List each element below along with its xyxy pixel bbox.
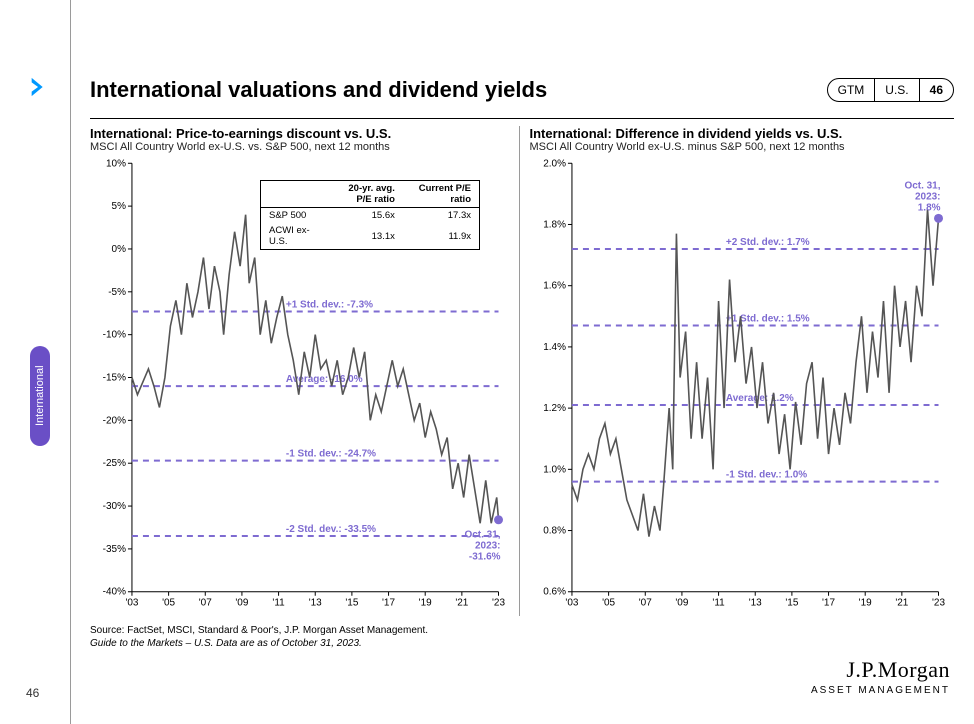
svg-text:-35%: -35%: [103, 544, 126, 555]
title-row: International valuations and dividend yi…: [90, 70, 954, 119]
source-block: Source: FactSet, MSCI, Standard & Poor's…: [90, 624, 428, 650]
page-root: International valuations and dividend yi…: [0, 0, 974, 724]
svg-text:5%: 5%: [112, 201, 127, 212]
svg-text:0.8%: 0.8%: [543, 526, 566, 537]
svg-text:-5%: -5%: [108, 287, 126, 298]
gtm-pill-a: GTM: [828, 79, 876, 101]
gtm-pill-b: U.S.: [875, 79, 919, 101]
next-arrow-button[interactable]: [28, 76, 50, 98]
svg-text:'19: '19: [419, 598, 432, 609]
svg-text:2023:: 2023:: [475, 541, 501, 552]
chart-left-col: International: Price-to-earnings discoun…: [90, 126, 520, 616]
svg-text:'07: '07: [638, 598, 651, 609]
svg-text:2.0%: 2.0%: [543, 158, 566, 169]
chart-right-title: International: Difference in dividend yi…: [530, 126, 951, 141]
svg-text:0.6%: 0.6%: [543, 587, 566, 598]
svg-text:1.8%: 1.8%: [917, 202, 940, 213]
svg-text:-20%: -20%: [103, 415, 126, 426]
svg-text:1.2%: 1.2%: [543, 403, 566, 414]
svg-text:-30%: -30%: [103, 501, 126, 512]
section-tab-international[interactable]: International: [30, 346, 50, 446]
svg-text:-31.6%: -31.6%: [469, 552, 501, 563]
pe-ratio-table: 20-yr. avg. P/E ratioCurrent P/E ratioS&…: [260, 180, 480, 250]
svg-text:'21: '21: [455, 598, 468, 609]
svg-text:'05: '05: [602, 598, 615, 609]
svg-text:'19: '19: [858, 598, 871, 609]
svg-text:'15: '15: [345, 598, 358, 609]
svg-text:-25%: -25%: [103, 458, 126, 469]
chart-right-subtitle: MSCI All Country World ex-U.S. minus S&P…: [530, 141, 951, 153]
svg-text:-2 Std. dev.: -33.5%: -2 Std. dev.: -33.5%: [286, 524, 376, 535]
svg-text:2023:: 2023:: [915, 191, 941, 202]
svg-text:'21: '21: [895, 598, 908, 609]
svg-text:1.8%: 1.8%: [543, 219, 566, 230]
svg-text:-40%: -40%: [103, 587, 126, 598]
svg-text:'23: '23: [492, 598, 505, 609]
svg-text:-15%: -15%: [103, 373, 126, 384]
svg-text:Average: 1.2%: Average: 1.2%: [725, 393, 793, 404]
chart-left-subtitle: MSCI All Country World ex-U.S. vs. S&P 5…: [90, 141, 511, 153]
page-number-footer: 46: [26, 686, 39, 700]
svg-text:'09: '09: [675, 598, 688, 609]
svg-text:0%: 0%: [112, 244, 127, 255]
svg-text:'11: '11: [272, 598, 285, 609]
svg-text:-1 Std. dev.: -24.7%: -1 Std. dev.: -24.7%: [286, 449, 376, 460]
svg-text:'17: '17: [822, 598, 835, 609]
svg-text:-10%: -10%: [103, 330, 126, 341]
source-line1: Source: FactSet, MSCI, Standard & Poor's…: [90, 624, 428, 637]
svg-text:+1 Std. dev.: -7.3%: +1 Std. dev.: -7.3%: [286, 300, 373, 311]
chart-right-svg: 0.6% 0.8% 1.0% 1.2% 1.4% 1.6% 1.8% 2.0% '03 '05 '0…: [530, 155, 951, 616]
svg-text:1.4%: 1.4%: [543, 342, 566, 353]
svg-text:Oct. 31,: Oct. 31,: [904, 180, 940, 191]
svg-text:'13: '13: [748, 598, 761, 609]
chart-left-title: International: Price-to-earnings discoun…: [90, 126, 511, 141]
svg-text:'11: '11: [712, 598, 725, 609]
svg-text:'05: '05: [162, 598, 175, 609]
page-title: International valuations and dividend yi…: [90, 77, 547, 103]
svg-text:10%: 10%: [106, 158, 126, 169]
svg-text:1.0%: 1.0%: [543, 464, 566, 475]
svg-text:'15: '15: [785, 598, 798, 609]
chart-right-col: International: Difference in dividend yi…: [520, 126, 951, 616]
brand-main: J.P.Morgan: [811, 657, 950, 683]
left-divider: [70, 0, 71, 724]
svg-text:1.6%: 1.6%: [543, 281, 566, 292]
svg-text:+2 Std. dev.: 1.7%: +2 Std. dev.: 1.7%: [725, 237, 809, 248]
svg-text:+1 Std. dev.: 1.5%: +1 Std. dev.: 1.5%: [725, 313, 809, 324]
svg-text:'23: '23: [932, 598, 945, 609]
svg-text:Oct. 31,: Oct. 31,: [464, 530, 500, 541]
svg-text:-1 Std. dev.: 1.0%: -1 Std. dev.: 1.0%: [725, 470, 806, 481]
svg-text:'13: '13: [309, 598, 322, 609]
charts-row: International: Price-to-earnings discoun…: [90, 126, 950, 616]
svg-text:'03: '03: [565, 598, 578, 609]
brand-sub: ASSET MANAGEMENT: [811, 685, 950, 696]
svg-text:'07: '07: [199, 598, 212, 609]
gtm-pill: GTM U.S. 46: [827, 78, 954, 102]
gtm-pill-c: 46: [920, 79, 953, 101]
svg-text:'09: '09: [235, 598, 248, 609]
svg-text:'17: '17: [382, 598, 395, 609]
brand-block: J.P.Morgan ASSET MANAGEMENT: [811, 657, 950, 696]
source-line2: Guide to the Markets – U.S. Data are as …: [90, 637, 428, 650]
svg-text:'03: '03: [125, 598, 138, 609]
